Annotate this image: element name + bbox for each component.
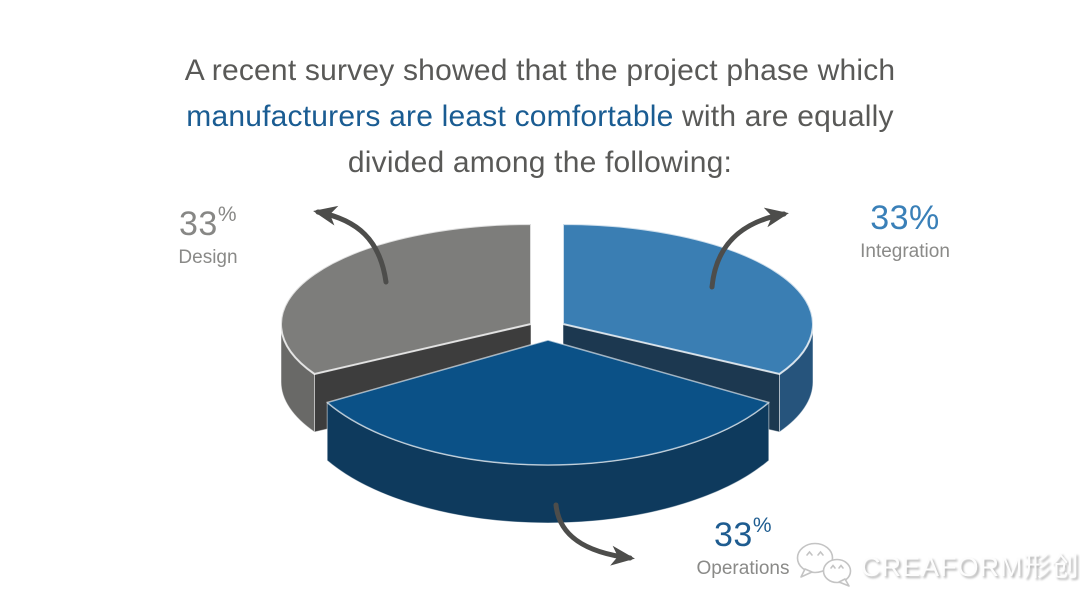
- title-line-2: manufacturers are least comfortable with…: [0, 94, 1080, 140]
- title-line-1: A recent survey showed that the project …: [184, 54, 896, 87]
- integration-label: 33% Integration: [845, 200, 965, 264]
- operations-name: Operations: [696, 558, 790, 579]
- watermark-text: CREAFORM形创: [861, 551, 1080, 582]
- design-name: Design: [178, 247, 238, 268]
- pie-slice-operations: [326, 339, 770, 524]
- watermark: CREAFORM形创: [793, 538, 1080, 590]
- design-value: 33%: [178, 203, 237, 243]
- operations-slice-top: [326, 339, 770, 466]
- title-line-3: divided among the following:: [347, 146, 733, 179]
- wechat-icon: [796, 542, 852, 587]
- operations-value: 33%: [713, 514, 772, 554]
- design-label: 33% Design: [148, 197, 268, 270]
- operations-arrow: [553, 502, 635, 566]
- design-slice-top: [280, 223, 532, 375]
- slide-title: A recent survey showed that the project …: [0, 48, 1080, 186]
- title-line-2-rest: with are equally: [673, 100, 894, 133]
- integration-value: 33%: [870, 199, 940, 237]
- operations-label: 33% Operations: [683, 508, 803, 581]
- integration-slice-top: [562, 223, 814, 375]
- integration-name: Integration: [860, 241, 950, 262]
- integration-arrow: [709, 207, 789, 290]
- design-arrow: [313, 205, 389, 285]
- title-highlight: manufacturers are least comfortable: [186, 100, 674, 133]
